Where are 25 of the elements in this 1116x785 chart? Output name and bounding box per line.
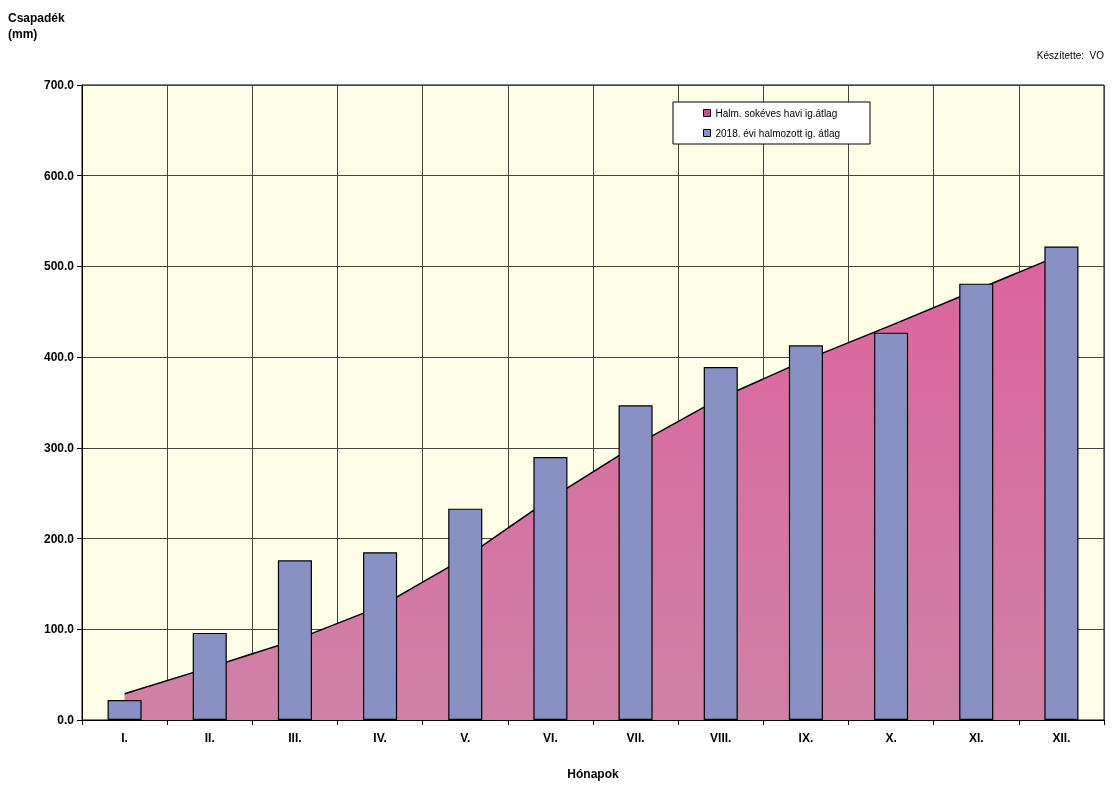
y-axis-title: Csapadék (mm) — [8, 11, 66, 41]
y-tick-label: 700.0 — [43, 78, 75, 92]
x-tick-label: XI. — [968, 731, 984, 745]
legend-label: Halm. sokéves havi ig.átlag — [715, 107, 838, 119]
x-tick-label: II. — [204, 731, 215, 745]
y-tick-label: 200.0 — [43, 531, 75, 546]
x-tick-label: V. — [460, 731, 471, 745]
y-tick-label: 400.0 — [43, 350, 75, 365]
x-tick-label: III. — [288, 731, 302, 745]
legend-label: 2018. évi halmozott ig. átlag — [715, 127, 841, 139]
y-tick-label: 300.0 — [43, 440, 75, 455]
y-tick-label: 600.0 — [43, 168, 75, 183]
x-tick-label: I. — [121, 731, 128, 745]
y-tick-label: 500.0 — [43, 259, 75, 274]
x-tick-label: IV. — [373, 731, 387, 745]
x-tick-label: XII. — [1052, 731, 1071, 745]
x-tick-label: VIII. — [710, 731, 732, 745]
x-tick-label: IX. — [798, 731, 814, 745]
text: Készítette: VO — [1036, 49, 1105, 61]
x-tick-label: VI. — [543, 731, 558, 745]
y-tick-label: 100.0 — [43, 622, 75, 637]
x-tick-label: X. — [885, 731, 897, 745]
x-tick-label: VII. — [626, 731, 645, 745]
y-tick-label: 0.0 — [57, 713, 75, 727]
x-axis-title: Hónapok — [567, 767, 619, 781]
